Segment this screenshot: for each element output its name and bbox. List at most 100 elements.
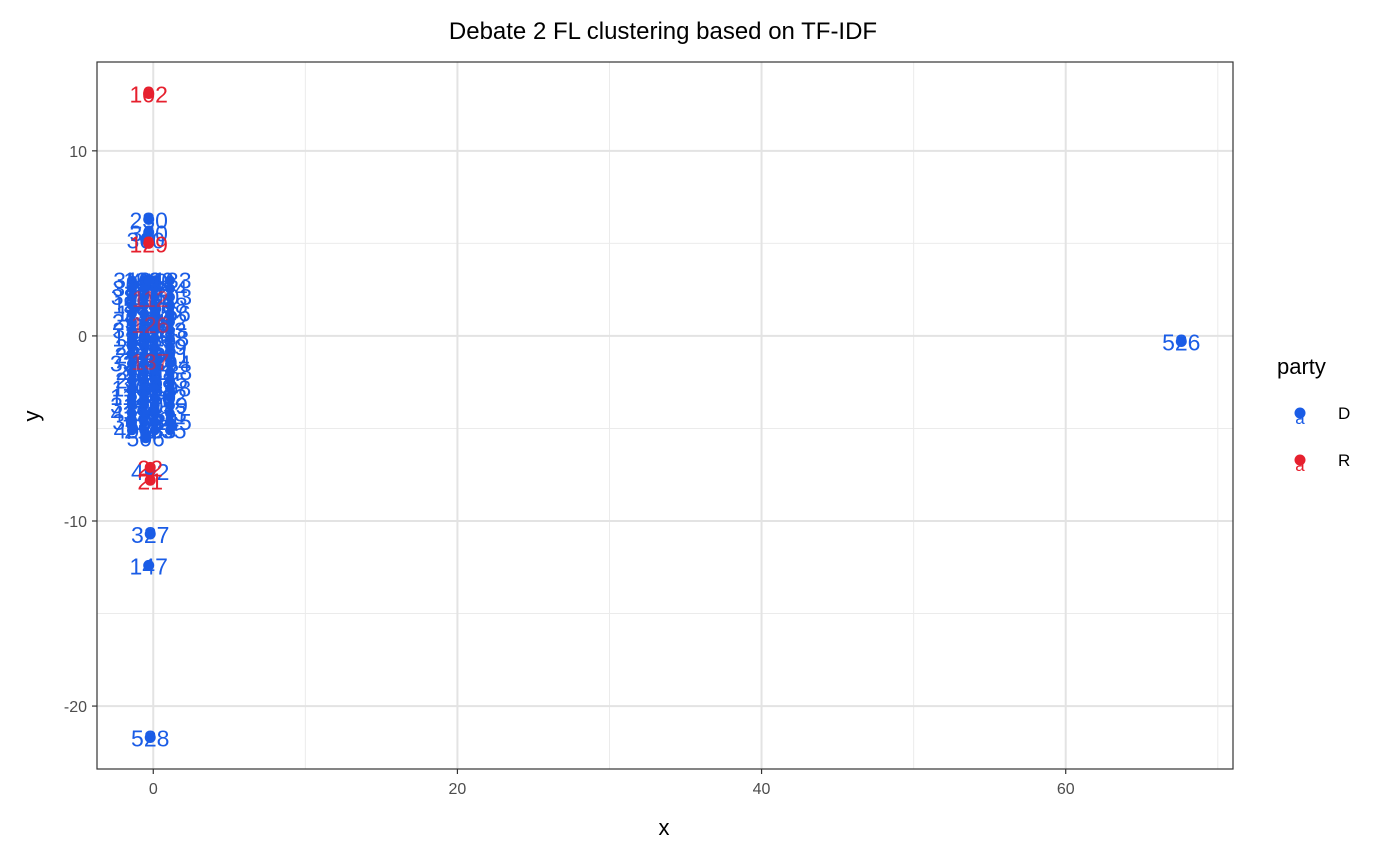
cluster-point-label: 126 (131, 312, 169, 338)
x-tick-label: 40 (753, 781, 771, 798)
cluster-point (149, 391, 160, 402)
data-points: 2303603604105064423271475285261021292221 (126, 81, 1200, 751)
cluster-point-label: 112 (132, 286, 169, 312)
cluster-point (139, 300, 150, 311)
cluster-point (126, 383, 137, 394)
cluster-point (164, 391, 175, 402)
cluster-point (126, 367, 137, 378)
cluster-point (139, 400, 150, 411)
legend-swatch (1294, 407, 1306, 419)
cluster-point (164, 308, 175, 319)
data-label-526: 526 (1162, 329, 1200, 355)
cluster-point (126, 317, 137, 328)
data-label-327: 327 (131, 522, 169, 548)
x-axis: 0 20 40 60 (149, 769, 1075, 798)
data-label-528: 528 (131, 726, 169, 752)
legend-glyph-text: a (1295, 409, 1305, 428)
data-label-21: 21 (137, 468, 163, 494)
cluster-point (126, 275, 137, 286)
cluster-point (139, 342, 150, 353)
cluster-point (149, 375, 160, 386)
cluster-point (149, 283, 160, 294)
legend-label: D (1338, 404, 1350, 423)
cluster-point (139, 383, 150, 394)
cluster-point-label: 137 (131, 349, 169, 375)
cluster-point (139, 416, 150, 427)
data-point-D-410 (143, 274, 155, 286)
data-point-R-102 (143, 87, 155, 99)
cluster-point (149, 383, 160, 394)
cluster-point (164, 408, 175, 419)
data-label-506: 506 (126, 426, 164, 452)
data-label-410: 410 (130, 268, 168, 294)
cluster-point (139, 308, 150, 319)
cluster-point (164, 400, 175, 411)
y-tick-label: 10 (69, 144, 87, 161)
cluster-point (126, 308, 137, 319)
cluster-point (126, 400, 137, 411)
cluster-point (126, 283, 137, 294)
cluster-point (164, 367, 175, 378)
cluster-point (164, 292, 175, 303)
cluster-point (149, 342, 160, 353)
data-point-D-230 (143, 213, 155, 225)
legend-glyph-text: a (1295, 456, 1305, 475)
cluster-point (139, 367, 150, 378)
cluster-point (126, 333, 137, 344)
y-tick-label: -20 (64, 699, 87, 716)
cluster-point (139, 283, 150, 294)
cluster-point (149, 350, 160, 361)
x-tick-label: 20 (449, 781, 467, 798)
cluster-point (126, 358, 137, 369)
legend-key-R: aR (1294, 451, 1350, 475)
cluster-point (149, 317, 160, 328)
cluster-point (164, 375, 175, 386)
cluster-point (126, 325, 137, 336)
y-axis-title: y (19, 411, 44, 422)
cluster-point (149, 400, 160, 411)
data-label-129: 129 (130, 231, 168, 257)
legend-title: party (1277, 354, 1326, 379)
cluster-point (164, 342, 175, 353)
x-tick-label: 0 (149, 781, 158, 798)
cluster-point (139, 375, 150, 386)
cluster-point (164, 358, 175, 369)
data-label-102: 102 (130, 81, 168, 107)
plot-panel: 3101492901333532223823143883401755031515… (96, 61, 1234, 770)
data-point-D-528 (144, 732, 156, 744)
x-tick-label: 60 (1057, 781, 1075, 798)
cluster-point (126, 416, 137, 427)
cluster-point (149, 408, 160, 419)
cluster-point (126, 391, 137, 402)
cluster-point (139, 325, 150, 336)
cluster-point (126, 408, 137, 419)
cluster-point (164, 275, 175, 286)
legend-keys: aDaR (1294, 404, 1350, 475)
cluster-point (164, 425, 175, 436)
cluster-point (164, 317, 175, 328)
cluster-point (139, 317, 150, 328)
data-point-D-526 (1175, 335, 1187, 347)
cluster-point (149, 333, 160, 344)
chart-title: Debate 2 FL clustering based on TF-IDF (449, 18, 877, 45)
cluster-point (164, 300, 175, 311)
cluster-point (164, 325, 175, 336)
cluster-point (149, 416, 160, 427)
data-label-147: 147 (130, 553, 168, 579)
cluster-point (149, 300, 160, 311)
cluster-point (139, 292, 150, 303)
cluster-point (126, 292, 137, 303)
y-tick-label: -10 (64, 514, 87, 531)
cluster-point (149, 292, 160, 303)
cluster-point (164, 283, 175, 294)
cluster-point (126, 375, 137, 386)
data-point-D-506 (140, 432, 152, 444)
cluster-point (139, 358, 150, 369)
legend-swatch (1294, 454, 1306, 466)
cluster-point (149, 367, 160, 378)
cluster-point (164, 416, 175, 427)
legend-label: R (1338, 451, 1350, 470)
major-grid (97, 62, 1233, 769)
panel-background (97, 62, 1233, 769)
data-point-R-22 (144, 461, 156, 473)
